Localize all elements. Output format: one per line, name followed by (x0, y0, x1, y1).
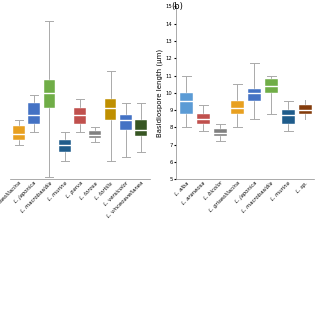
Bar (180, 93, 193, 114)
Bar (74, 108, 86, 124)
Bar (248, 89, 260, 101)
Bar (90, 131, 101, 139)
Bar (120, 115, 132, 130)
Bar (282, 110, 295, 124)
Bar (59, 140, 70, 152)
Y-axis label: Basidiospore length (μm): Basidiospore length (μm) (156, 49, 163, 137)
Text: (b): (b) (171, 2, 183, 11)
Bar (265, 79, 277, 93)
Bar (44, 80, 55, 108)
Bar (214, 129, 227, 136)
Bar (105, 99, 116, 120)
Bar (231, 101, 244, 114)
Bar (197, 114, 210, 124)
Bar (135, 120, 147, 136)
Bar (28, 103, 40, 124)
Bar (299, 105, 312, 114)
Bar (13, 126, 25, 140)
